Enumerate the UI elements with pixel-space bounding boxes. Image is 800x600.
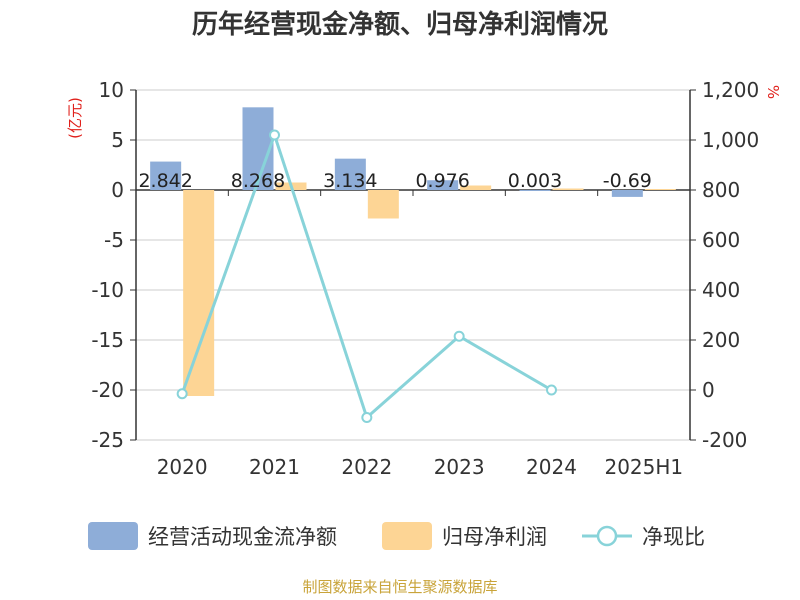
x-axis-tick-label: 2021: [249, 455, 300, 479]
right-axis-tick-label: 1,000: [702, 128, 759, 152]
left-axis-tick-label: 5: [111, 128, 124, 152]
x-axis-tick-label: 2025H1: [604, 455, 683, 479]
chart-title: 历年经营现金净额、归母净利润情况: [192, 9, 608, 40]
legend-label: 净现比: [642, 525, 705, 549]
legend-item-net-profit[interactable]: 归母净利润: [382, 522, 547, 550]
right-axis-tick-label: 1,200: [702, 78, 759, 102]
net-profit-bar: [644, 189, 676, 190]
right-axis-tick-label: 200: [702, 328, 740, 352]
left-axis-tick-label: -10: [91, 278, 124, 302]
cashflow-bar: [334, 158, 366, 190]
left-axis-tick-label: -5: [104, 228, 124, 252]
net-profit-bar: [552, 188, 584, 190]
axes: 10 5 0 -5 -10 -15 -20 -25 1,200 1,000 800 600 400 200…: [91, 78, 759, 479]
ratio-point: [546, 384, 557, 396]
right-axis-tick-label: -200: [702, 428, 747, 452]
cashflow-bar: [519, 189, 551, 191]
cashflow-data-label: 3.134: [323, 170, 377, 192]
net-profit-bar: [460, 185, 492, 190]
right-axis-tick-label: 600: [702, 228, 740, 252]
net-profit-bar: [367, 190, 399, 219]
left-axis-tick-label: -20: [91, 378, 124, 402]
left-axis-tick-label: 10: [99, 78, 124, 102]
cashflow-data-label: 8.268: [231, 170, 285, 192]
ratio-point: [269, 129, 280, 141]
right-axis-tick-label: 0: [702, 378, 715, 402]
ratio-point: [176, 388, 188, 400]
left-axis-tick-label: -25: [91, 428, 124, 452]
data-labels: 2.842 8.268 3.134 0.976 0.003 -0.69: [138, 170, 651, 192]
cashflow-bar: [150, 161, 182, 190]
x-axis-tick-label: 2023: [434, 455, 485, 479]
legend-swatch: [382, 522, 432, 550]
legend-item-ratio[interactable]: 净现比: [582, 525, 705, 549]
source-note: 制图数据来自恒生聚源数据库: [302, 578, 497, 596]
left-axis-tick-label: -15: [91, 328, 124, 352]
cashflow-bar: [427, 180, 459, 190]
legend-swatch-marker: [596, 525, 618, 547]
legend-label: 经营活动现金流净额: [148, 525, 337, 549]
x-axis-tick-label: 2020: [157, 455, 208, 479]
left-axis-tick-label: 0: [111, 178, 124, 202]
legend-item-cashflow[interactable]: 经营活动现金流净额: [88, 522, 337, 550]
right-axis-unit: %: [764, 85, 782, 99]
cashflow-bar: [611, 190, 643, 197]
legend-swatch: [88, 522, 138, 550]
x-axis-tick-label: 2024: [526, 455, 577, 479]
right-axis-tick-label: 400: [702, 278, 740, 302]
cashflow-data-label: -0.69: [603, 170, 652, 192]
right-axis-tick-label: 800: [702, 178, 740, 202]
ratio-point: [361, 412, 373, 423]
legend: 经营活动现金流净额 归母净利润 净现比: [88, 522, 705, 550]
left-axis-unit: (亿元): [66, 97, 84, 139]
ratio-line: [176, 129, 557, 423]
gridlines: [136, 89, 690, 441]
cashflow-data-label: 0.976: [415, 170, 469, 192]
legend-label: 归母净利润: [442, 525, 547, 549]
ratio-point: [453, 330, 465, 342]
cashflow-data-label: 2.842: [138, 170, 192, 192]
x-axis-tick-label: 2022: [341, 455, 392, 479]
cashflow-data-label: 0.003: [508, 170, 562, 192]
net-profit-bar: [183, 190, 215, 396]
bars: [150, 107, 676, 396]
